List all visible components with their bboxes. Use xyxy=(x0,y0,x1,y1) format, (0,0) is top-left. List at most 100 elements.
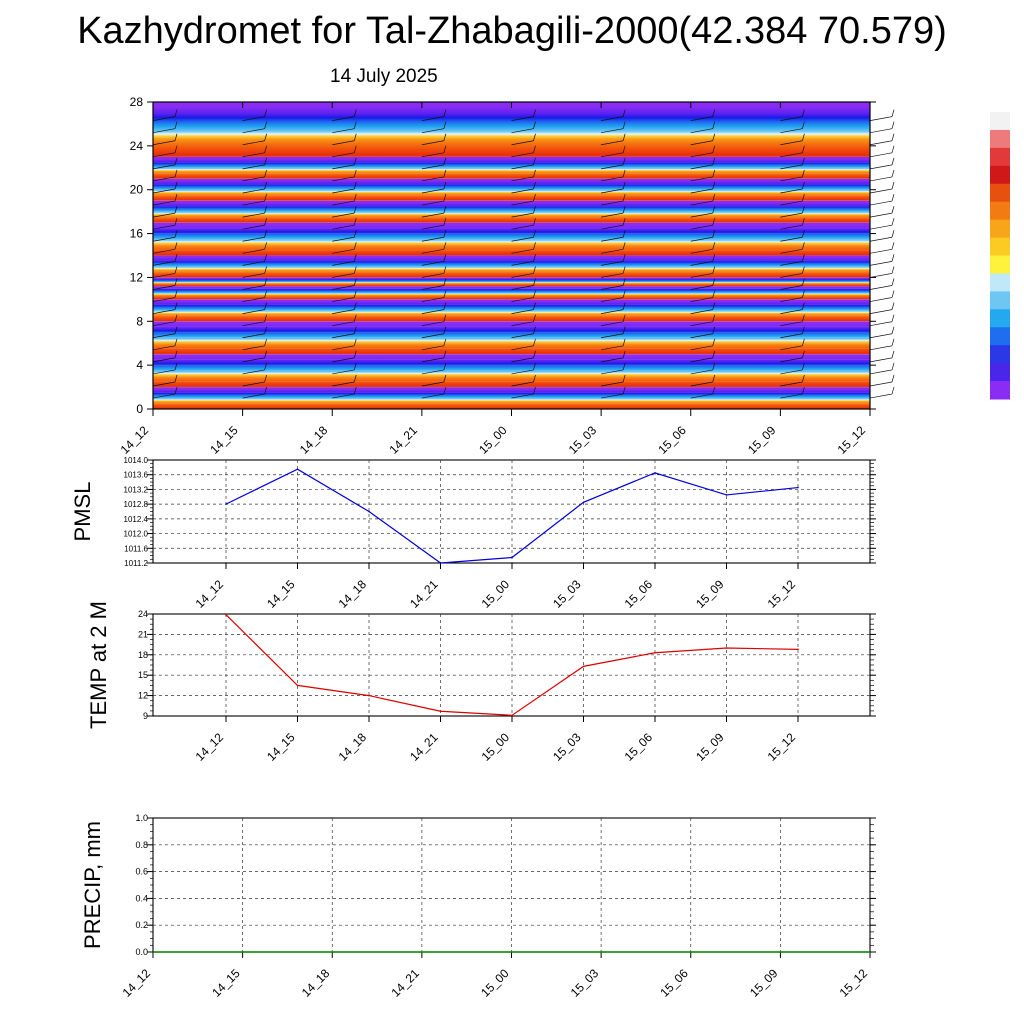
wind-barb xyxy=(242,248,265,254)
wind-barb xyxy=(443,266,447,274)
wind-barb xyxy=(780,381,803,387)
wind-barb xyxy=(891,362,895,371)
wind-barb xyxy=(601,224,624,230)
wind-barb xyxy=(869,345,893,351)
wind-barb xyxy=(533,133,536,141)
wind-barb xyxy=(353,133,357,141)
wind-barb xyxy=(690,261,713,266)
wind-barb xyxy=(443,374,447,383)
wind-barb xyxy=(601,381,624,387)
wind-barb xyxy=(264,266,267,274)
y-axis-label: TEMP at 2 M xyxy=(86,601,111,729)
wind-barb xyxy=(443,254,447,262)
x-tick-label: 15_12 xyxy=(835,423,869,457)
wind-barb xyxy=(421,273,444,278)
wind-barb xyxy=(332,345,355,351)
wind-barb xyxy=(601,200,624,206)
wind-barb xyxy=(690,224,713,230)
wind-barb xyxy=(622,278,626,286)
wind-barb xyxy=(152,357,176,363)
wind-barb xyxy=(891,145,895,153)
wind-barb xyxy=(712,157,716,165)
wind-barb xyxy=(690,369,713,375)
wind-barb xyxy=(601,369,624,375)
heat-band xyxy=(153,255,870,278)
wind-barb xyxy=(443,278,447,286)
x-tick-label: 15_00 xyxy=(476,423,510,457)
wind-barb xyxy=(712,169,716,178)
y-tick-label: 12 xyxy=(138,691,148,701)
wind-barb xyxy=(152,188,176,194)
wind-barb xyxy=(712,242,716,250)
wind-barb xyxy=(690,297,713,302)
wind-barb xyxy=(891,266,895,274)
wind-barb xyxy=(264,254,267,262)
wind-barb xyxy=(780,164,803,170)
wind-barb xyxy=(242,152,265,158)
wind-barb xyxy=(511,309,534,314)
wind-barb xyxy=(511,321,534,327)
wind-barb xyxy=(802,193,805,202)
wind-barb xyxy=(152,200,176,206)
wind-barb xyxy=(152,333,176,339)
wind-barb xyxy=(353,206,357,214)
wind-barb xyxy=(443,109,447,117)
x-tick-label: 15_09 xyxy=(747,966,781,1000)
colorbar-swatch xyxy=(990,381,1010,400)
x-tick-label: 15_12 xyxy=(837,966,871,1000)
x-tick-label: 14_15 xyxy=(264,730,298,764)
wind-barb xyxy=(690,116,713,121)
y-tick-label: 9 xyxy=(143,711,148,721)
wind-barb xyxy=(511,140,534,146)
wind-barb xyxy=(242,321,265,327)
x-tick-label: 14_21 xyxy=(407,730,441,764)
wind-barb xyxy=(869,164,893,170)
wind-barb xyxy=(152,116,176,121)
y-tick-label: 1011.6 xyxy=(124,544,148,553)
wind-barb xyxy=(443,302,447,310)
wind-barb xyxy=(332,369,355,375)
wind-barb xyxy=(780,333,803,339)
wind-barb xyxy=(353,266,357,274)
wind-barb xyxy=(533,230,536,238)
wind-barb xyxy=(443,169,447,178)
wind-barb xyxy=(780,393,803,399)
wind-barb xyxy=(353,338,357,346)
wind-barb xyxy=(601,116,624,121)
wind-barb xyxy=(712,338,716,346)
wind-barb xyxy=(443,350,447,358)
wind-barb xyxy=(712,302,716,310)
wind-barb xyxy=(802,181,805,190)
wind-barb xyxy=(511,369,534,375)
wind-barb xyxy=(332,152,355,158)
wind-barb xyxy=(601,128,624,134)
wind-barb xyxy=(174,302,178,310)
wind-barb xyxy=(443,314,447,322)
wind-barb xyxy=(690,200,713,206)
wind-barb xyxy=(511,116,534,121)
wind-barb xyxy=(712,362,716,371)
wind-barb xyxy=(242,116,265,121)
wind-barb xyxy=(152,236,176,242)
wind-barb xyxy=(174,121,178,129)
data-point xyxy=(296,468,299,470)
precip-panel: 0.0 0.2 0.4 0.6 0.8 1.0 14_12 14_15 14_18 14_21 15… xyxy=(80,813,876,1000)
y-tick-label: 1012.4 xyxy=(124,515,149,524)
wind-barb xyxy=(780,261,803,266)
wind-barb xyxy=(443,181,447,190)
wind-barb xyxy=(242,188,265,194)
wind-barb xyxy=(891,133,895,141)
colorbar-swatch xyxy=(990,273,1010,292)
wind-barb xyxy=(869,224,893,230)
wind-barb xyxy=(622,314,626,322)
colorbar-swatch xyxy=(990,309,1010,328)
wind-barb xyxy=(152,321,176,327)
wind-barb xyxy=(869,188,893,194)
wind-barb xyxy=(174,326,178,334)
wind-barb xyxy=(443,230,447,238)
wind-barb xyxy=(353,362,357,371)
wind-barb xyxy=(891,350,895,358)
wind-barb xyxy=(443,133,447,141)
wind-barb xyxy=(511,248,534,254)
wind-barb xyxy=(622,254,626,262)
